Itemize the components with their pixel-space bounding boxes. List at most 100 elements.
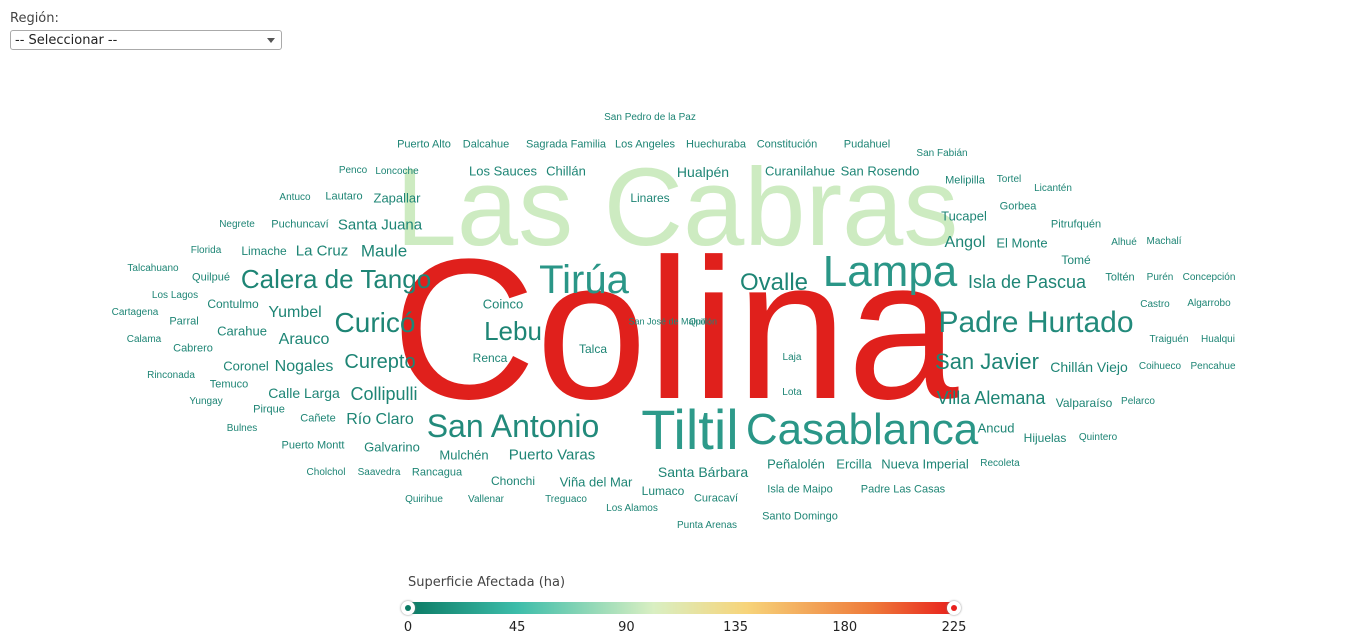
word-alhué[interactable]: Alhué [1111,237,1137,248]
word-valparaíso[interactable]: Valparaíso [1055,396,1113,410]
word-rinconada[interactable]: Rinconada [147,370,195,381]
word-el-monte[interactable]: El Monte [996,235,1048,251]
word-concepción[interactable]: Concepción [1182,272,1236,283]
word-punta-arenas[interactable]: Punta Arenas [676,520,738,531]
word-chillán[interactable]: Chillán [546,163,586,179]
word-curacaví[interactable]: Curacaví [693,492,739,505]
word-pencahue[interactable]: Pencahue [1190,361,1236,372]
word-puerto-alto[interactable]: Puerto Alto [397,138,451,151]
word-ercilla[interactable]: Ercilla [836,456,872,472]
word-pirque[interactable]: Pirque [253,403,285,416]
word-villa-alemana[interactable]: Villa Alemana [936,388,1046,408]
word-chillán-viejo[interactable]: Chillán Viejo [1050,359,1128,375]
word-coronel[interactable]: Coronel [223,358,269,374]
word-purén[interactable]: Purén [1146,272,1174,283]
word-cañete[interactable]: Cañete [300,412,336,425]
word-ovalle[interactable]: Ovalle [739,269,809,296]
word-las-cabras[interactable]: Las Cabras [395,146,959,269]
word-isla-de-maipo[interactable]: Isla de Maipo [767,483,833,496]
word-melipilla[interactable]: Melipilla [945,174,985,187]
word-saavedra[interactable]: Saavedra [357,467,401,478]
word-quintero[interactable]: Quintero [1078,432,1118,443]
word-calera-de-tango[interactable]: Calera de Tango [240,264,432,294]
word-coihueco[interactable]: Coihueco [1138,361,1182,372]
word-licantén[interactable]: Licantén [1034,183,1072,194]
word-machalí[interactable]: Machalí [1146,236,1182,247]
word-galvarino[interactable]: Galvarino [364,439,420,455]
word-bulnes[interactable]: Bulnes [226,423,258,434]
word-lota[interactable]: Lota [782,387,802,398]
word-limache[interactable]: Limache [241,244,287,258]
word-quilpué[interactable]: Quilpué [192,271,230,284]
word-nogales[interactable]: Nogales [274,358,334,375]
word-viña-del-mar[interactable]: Viña del Mar [559,474,633,490]
word-puerto-varas[interactable]: Puerto Varas [508,446,596,464]
word-lautaro[interactable]: Lautaro [325,190,363,203]
word-calama[interactable]: Calama [126,334,162,345]
word-hualqui[interactable]: Hualqui [1201,334,1235,345]
word-quillón[interactable]: Quillón [688,316,718,327]
word-vallenar[interactable]: Vallenar [468,494,504,505]
word-constitución[interactable]: Constitución [756,138,818,151]
range-handle-min[interactable] [401,601,415,615]
word-laja[interactable]: Laja [782,352,802,363]
word-san-fabián[interactable]: San Fabián [916,148,968,159]
word-talcahuano[interactable]: Talcahuano [127,263,179,274]
word-castro[interactable]: Castro [1140,299,1170,310]
word-renca[interactable]: Renca [472,351,508,365]
word-talca[interactable]: Talca [578,342,608,356]
word-yumbel[interactable]: Yumbel [268,304,322,321]
word-dalcahue[interactable]: Dalcahue [462,138,510,151]
word-lampa[interactable]: Lampa [822,247,958,296]
word-puchuncaví[interactable]: Puchuncaví [271,218,329,231]
word-curicó[interactable]: Curicó [334,307,416,338]
word-pitrufquén[interactable]: Pitrufquén [1050,218,1102,231]
word-antuco[interactable]: Antuco [279,192,311,203]
word-casablanca[interactable]: Casablanca [745,405,979,454]
word-algarrobo[interactable]: Algarrobo [1187,298,1231,309]
word-cabrero[interactable]: Cabrero [173,342,213,355]
word-temuco[interactable]: Temuco [209,378,249,391]
word-cholchol[interactable]: Cholchol [306,467,346,478]
word-lumaco[interactable]: Lumaco [641,484,685,498]
word-tucapel[interactable]: Tucapel [941,208,987,224]
word-hualpén[interactable]: Hualpén [676,164,730,180]
word-lebu[interactable]: Lebu [484,316,542,346]
word-arauco[interactable]: Arauco [278,331,330,348]
word-hijuelas[interactable]: Hijuelas [1023,431,1067,445]
word-chonchi[interactable]: Chonchi [490,474,536,488]
word-rancagua[interactable]: Rancagua [411,466,463,479]
word-puerto-montt[interactable]: Puerto Montt [281,439,345,452]
word-isla-de-pascua[interactable]: Isla de Pascua [967,272,1087,292]
word-padre-las-casas[interactable]: Padre Las Casas [860,483,946,496]
word-huechuraba[interactable]: Huechuraba [686,138,746,151]
word-santo-domingo[interactable]: Santo Domingo [762,510,838,523]
range-handle-max[interactable] [947,601,961,615]
word-santa-juana[interactable]: Santa Juana [337,216,423,234]
word-san-rosendo[interactable]: San Rosendo [840,163,920,179]
word-penco[interactable]: Penco [338,165,368,176]
word-zapallar[interactable]: Zapallar [373,190,421,206]
word-sagrada-familia[interactable]: Sagrada Familia [525,138,607,151]
word-angol[interactable]: Angol [944,234,986,251]
word-los-sauces[interactable]: Los Sauces [469,163,537,179]
word-mulchén[interactable]: Mulchén [439,447,489,463]
region-select[interactable]: -- Seleccionar -- [10,30,282,50]
word-san-josé-de-maipo[interactable]: San José de Maipo [628,316,706,327]
word-la-cruz[interactable]: La Cruz [295,242,349,260]
word-recoleta[interactable]: Recoleta [980,458,1020,469]
word-carahue[interactable]: Carahue [217,323,267,339]
word-nueva-imperial[interactable]: Nueva Imperial [881,456,969,472]
word-quirihue[interactable]: Quirihue [405,494,443,505]
word-linares[interactable]: Linares [630,191,670,205]
word-tomé[interactable]: Tomé [1061,253,1091,267]
word-san-pedro-de-la-paz[interactable]: San Pedro de la Paz [604,112,696,123]
word-treguaco[interactable]: Treguaco [545,494,587,505]
word-yungay[interactable]: Yungay [189,396,223,407]
word-negrete[interactable]: Negrete [219,219,255,230]
word-coinco[interactable]: Coinco [482,296,524,312]
word-pudahuel[interactable]: Pudahuel [843,138,891,151]
word-los-alamos[interactable]: Los Alamos [606,503,658,514]
word-traiguén[interactable]: Traiguén [1149,334,1189,345]
word-san-javier[interactable]: San Javier [935,349,1039,374]
